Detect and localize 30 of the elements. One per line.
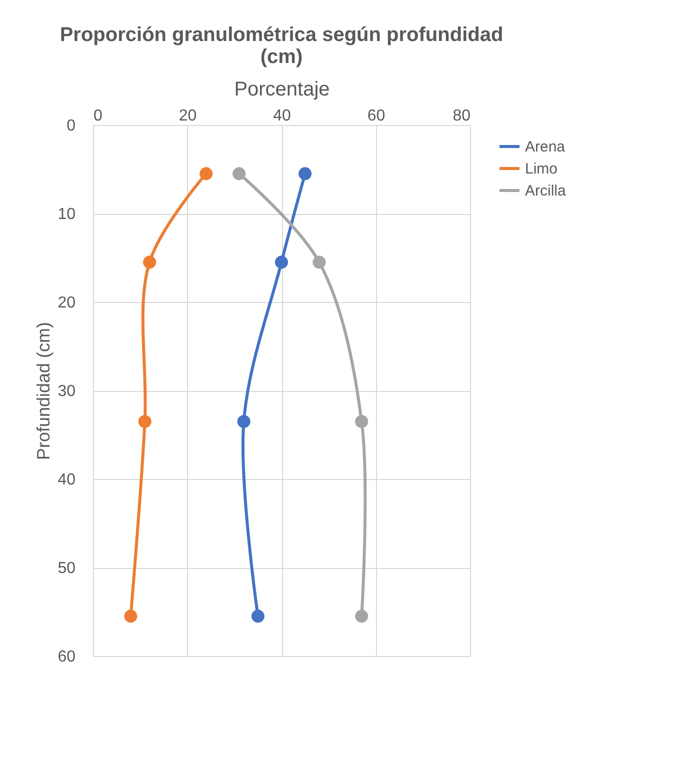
y-tick-label: 20 [58,294,76,312]
y-tick-label: 10 [58,206,76,223]
point [138,414,152,428]
point [355,414,368,428]
y-tick-label: 50 [58,560,76,577]
point [200,167,213,180]
x-tick-label: 20 [178,108,197,124]
y-tick-label: 30 [58,383,76,400]
y-axis-title: Profundidad (cm) [34,322,54,460]
legend-label: Limo [525,160,558,178]
point [312,256,326,269]
point [237,414,250,428]
x-tick-label: 80 [452,108,471,124]
point [355,610,368,623]
y-tick-label: 40 [58,472,76,488]
point [232,167,246,180]
point [143,256,156,269]
x-tick-label: 60 [367,108,386,124]
legend-label: Arena [525,138,566,156]
x-tick-label: 40 [273,108,291,124]
legend-label: Arcilla [525,182,566,200]
text: Proporción granulométrica según profundidad [60,24,504,46]
y-tick-label: 60 [58,648,76,666]
point [124,610,138,623]
x-tick-label: 0 [94,108,102,124]
x-axis-title: Porcentaje [234,78,330,100]
point [274,256,288,269]
text: (cm) [260,46,303,68]
point [251,610,264,623]
point [298,167,312,180]
